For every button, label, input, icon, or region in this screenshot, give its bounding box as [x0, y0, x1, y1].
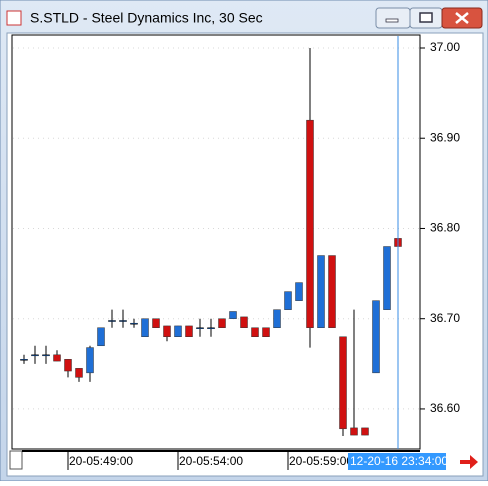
x-tick-label: 20-05:59:00 — [289, 454, 353, 468]
scroll-right-arrow[interactable] — [460, 455, 478, 469]
candle-body — [185, 325, 193, 337]
candle-body — [53, 354, 61, 362]
candle-body — [174, 325, 182, 337]
cursor-label: 12-20-16 23:34:00 — [350, 454, 448, 468]
x-tick-label: 20-05:49:00 — [69, 454, 133, 468]
candle-body — [273, 309, 281, 328]
candle-body — [20, 359, 28, 361]
y-tick-label: 36.80 — [430, 221, 460, 235]
candle-body — [317, 255, 325, 328]
candle-body — [86, 347, 94, 374]
y-tick-label: 36.70 — [430, 311, 460, 325]
candle-body — [31, 354, 39, 357]
candle-body — [141, 318, 149, 337]
candle-body — [108, 320, 116, 322]
candle-body — [240, 316, 248, 328]
candle-body — [350, 427, 358, 436]
candle-body — [284, 291, 292, 310]
app-icon — [6, 10, 22, 26]
candle-body — [383, 246, 391, 310]
candle-body — [295, 282, 303, 301]
candle-body — [163, 325, 171, 337]
y-tick-label: 36.60 — [430, 401, 460, 415]
candle-body — [262, 327, 270, 337]
candle-body — [119, 320, 127, 322]
candle-body — [152, 318, 160, 328]
candle-body — [372, 300, 380, 374]
candle-body — [64, 359, 72, 372]
y-tick-label: 37.00 — [430, 40, 460, 54]
window-title: S.STLD - Steel Dynamics Inc, 30 Sec — [30, 10, 263, 26]
candle-body — [207, 327, 215, 329]
x-tick-label: 20-05:54:00 — [179, 454, 243, 468]
candle-body — [196, 327, 204, 329]
plot-area — [11, 34, 421, 450]
y-tick-label: 36.90 — [430, 130, 460, 144]
candle-body — [339, 336, 347, 430]
maximize-icon — [419, 12, 433, 23]
candle-body — [328, 255, 336, 328]
scroll-handle[interactable] — [9, 450, 23, 470]
candle-body — [97, 327, 105, 347]
candle-body — [75, 368, 83, 378]
candle-body — [229, 311, 237, 319]
candle-body — [130, 322, 138, 325]
candle-body — [218, 318, 226, 328]
candle-body — [42, 354, 50, 357]
candle-body — [251, 327, 259, 337]
cursor-label-bg — [348, 453, 446, 470]
close-icon — [455, 12, 469, 24]
minimize-icon — [385, 18, 399, 23]
candle-body — [306, 119, 314, 328]
minimize-button[interactable] — [375, 7, 411, 29]
candle-body — [361, 427, 369, 436]
